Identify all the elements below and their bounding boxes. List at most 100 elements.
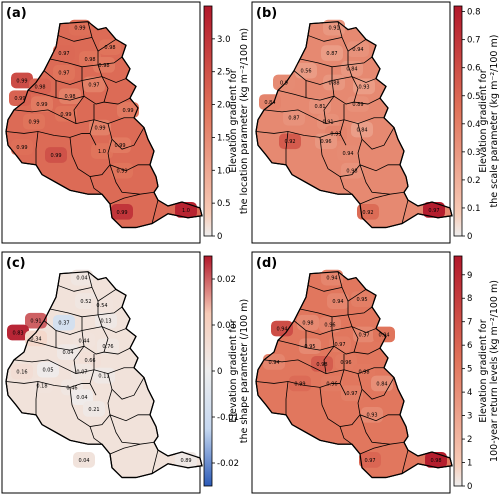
region-label: 0.99	[116, 169, 127, 175]
region-label: 0.98	[358, 370, 369, 376]
region-fill	[99, 39, 121, 56]
region-fill	[263, 354, 285, 370]
region-fill	[341, 162, 363, 179]
region-label: 0.97	[58, 71, 69, 77]
region-fill	[71, 269, 93, 286]
region-label: 0.98	[98, 63, 109, 69]
region-boundary	[339, 176, 353, 195]
region-label: 0.96	[324, 323, 335, 329]
colorbar-tick-label: 0.1	[467, 204, 481, 214]
region-fill	[289, 375, 311, 392]
region-boundary	[27, 339, 131, 355]
region-label: 0.76	[102, 344, 113, 350]
region-fill	[53, 64, 75, 81]
region-boundary	[357, 139, 400, 172]
region-fill	[9, 90, 31, 106]
region-label: 0.99	[60, 112, 71, 118]
region-fill	[71, 389, 93, 405]
region-fill	[111, 162, 133, 179]
region-boundary	[347, 39, 367, 52]
region-fill	[425, 452, 447, 468]
region-fill	[327, 293, 349, 309]
region-boundary	[5, 131, 90, 138]
region-label: 0.18	[36, 383, 47, 389]
region-boundary	[89, 104, 97, 146]
region-boundary	[359, 414, 405, 445]
region-boundary	[277, 339, 381, 355]
region-boundary	[359, 164, 405, 195]
region-fill	[111, 204, 133, 220]
region-fill	[319, 316, 341, 333]
region-fill	[29, 78, 51, 95]
colorbar	[203, 5, 213, 237]
region-fill	[45, 147, 67, 163]
region-label: 0.96	[320, 139, 331, 145]
region-label: 0.52	[80, 299, 91, 305]
region-label: 0.94	[342, 151, 353, 157]
colorbar-tick-label: 2.0	[217, 101, 231, 111]
region-fill	[69, 19, 91, 36]
panel-c: 0.04 0.52 0.54 0.91 0.37 0.13 0.83 0.34 0.44 0.76…	[0, 250, 250, 499]
region-boundary	[285, 381, 289, 415]
region-label: 0.92	[362, 210, 373, 216]
region-fill	[423, 202, 445, 218]
region-label: 0.94	[276, 327, 287, 333]
region-fill	[311, 356, 333, 372]
region-fill	[117, 102, 139, 118]
region-fill	[353, 326, 375, 343]
region-label: 0.97	[358, 332, 369, 338]
region-label: 0.99	[114, 143, 125, 149]
colorbar-tick-label: 1	[467, 459, 472, 469]
region-label: 0.96	[340, 360, 351, 366]
region-fill	[11, 139, 33, 155]
region-fill	[97, 338, 119, 355]
region-label: 0.99	[116, 210, 127, 216]
region-boundary	[97, 289, 117, 302]
region-boundary	[359, 443, 391, 455]
panel-a: 0.99 0.98 0.97 0.98 0.98 0.97 0.99 0.98 0.97 0.98…	[0, 0, 250, 249]
region-label: 0.93	[366, 413, 377, 419]
colorbar-tick-label: 2	[467, 435, 472, 445]
region-boundary	[49, 56, 123, 68]
region-label: 0.99	[16, 79, 27, 85]
region-boundary	[109, 164, 155, 195]
colorbar-tick-label: 0.5	[467, 92, 481, 102]
region-fill	[91, 297, 113, 313]
region-label: 0.84	[376, 381, 387, 387]
panel-b-svg: 0.91 0.87 0.94 0.56 0.84 0.9 0.88 0.93 0.89 0.81 0…	[251, 1, 500, 244]
region-fill	[361, 406, 383, 423]
region-fill	[359, 452, 381, 468]
region-boundary	[277, 89, 381, 105]
region-fill	[357, 204, 379, 220]
region-label: 0.05	[42, 368, 53, 374]
region-label: 0.87	[326, 51, 337, 57]
region-fill	[95, 312, 117, 329]
region-label: 0.97	[346, 391, 357, 397]
region-label: 0.46	[66, 385, 77, 391]
colorbar-tick-label: 0.4	[467, 120, 481, 130]
region-label: 0.21	[88, 407, 99, 413]
region-label: 0.81	[314, 104, 325, 110]
region-label: 0.94	[268, 360, 279, 366]
region-label: 0.94	[378, 332, 389, 338]
panel-a-svg: 0.990.980.970.980.980.970.990.98 0.970.98…	[1, 1, 250, 244]
region-boundary	[307, 35, 343, 42]
region-label: 0.94	[352, 47, 363, 53]
region-label: 0.97	[428, 208, 439, 214]
region-label: 0.94	[326, 276, 337, 282]
region-label: 0.56	[300, 69, 311, 75]
region-boundary	[49, 306, 123, 318]
region-fill	[71, 363, 93, 380]
region-boundary	[151, 449, 159, 474]
region-fill	[11, 363, 33, 380]
region-boundary	[255, 131, 340, 138]
region-fill	[37, 361, 59, 378]
colorbar-tick-label: 0.2	[467, 176, 481, 186]
region-label: 0.99	[74, 26, 85, 32]
region-label: 0.96	[326, 381, 337, 387]
region-label: 0.91	[30, 319, 41, 325]
region-label: 0.94	[332, 299, 343, 305]
region-boundary	[5, 381, 90, 388]
region-boundary	[285, 131, 289, 165]
region-boundary	[319, 137, 361, 177]
